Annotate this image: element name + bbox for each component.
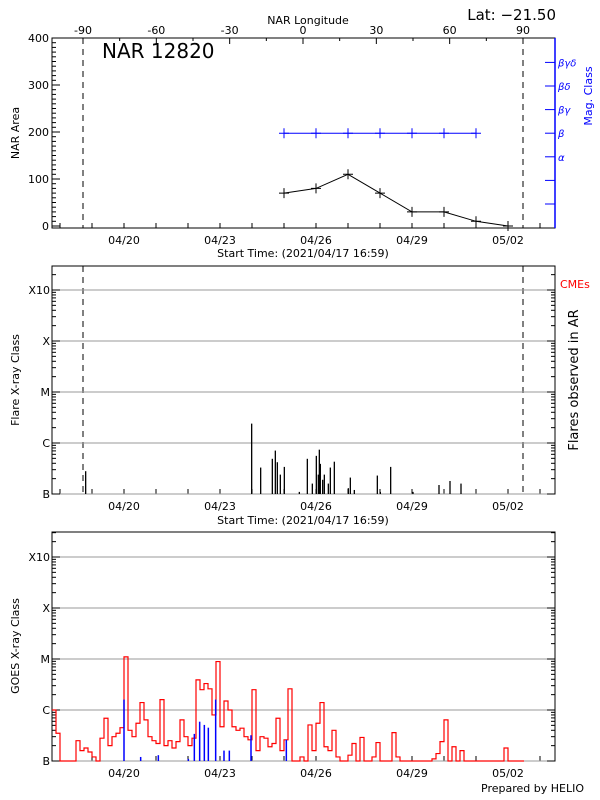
panel2-ylabel: Flare X-ray Class: [9, 334, 22, 426]
panel3-ylabel: GOES X-ray Class: [9, 598, 22, 694]
y-tick-label: 100: [28, 173, 49, 186]
nar-area-point: [343, 169, 353, 180]
mag-class-tick-label: β: [557, 129, 565, 140]
y-tick-label: 0: [42, 220, 49, 233]
mag-class-tick-label: βγδ: [557, 58, 576, 69]
latitude-label: Lat: −21.50: [467, 6, 556, 24]
mag-class-tick-label: βδ: [557, 82, 571, 93]
x-tick-label: 05/02: [492, 767, 524, 780]
y-tick-label: M: [41, 386, 51, 399]
x-tick-label: 05/02: [492, 234, 524, 247]
nar-area-line: [283, 173, 509, 227]
y-tick-label: C: [42, 704, 50, 717]
y-tick-label: X: [42, 335, 50, 348]
longitude-tick-label: -30: [221, 24, 239, 37]
y-tick-label: 400: [28, 32, 49, 45]
panel2-xlabel: Start Time: (2021/04/17 16:59): [217, 514, 389, 527]
panel1-xlabel: Start Time: (2021/04/17 16:59): [217, 247, 389, 260]
cme-legend: CMEs: [560, 278, 590, 291]
mag-class-tick-label: βγ: [557, 106, 571, 117]
x-tick-label: 04/29: [396, 500, 428, 513]
y-tick-label: X: [42, 602, 50, 615]
x-tick-label: 05/02: [492, 500, 524, 513]
panel1-y2label: Mag. Class: [582, 66, 595, 125]
x-tick-label: 04/26: [300, 767, 332, 780]
footer-credit: Prepared by HELIO: [481, 782, 584, 795]
panel1-ylabel: NAR Area: [9, 107, 22, 159]
y-tick-label: 200: [28, 126, 49, 139]
y-tick-label: 300: [28, 79, 49, 92]
longitude-tick-label: 90: [516, 24, 530, 37]
y-tick-label: B: [42, 755, 50, 768]
x-tick-label: 04/23: [204, 767, 236, 780]
panel2-y2label: Flares observed in AR: [567, 309, 582, 450]
mag-class-point: [407, 128, 417, 139]
nar-area-point: [407, 206, 417, 217]
mag-class-point: [279, 128, 289, 139]
mag-class-point: [343, 128, 353, 139]
y-tick-label: C: [42, 437, 50, 450]
x-tick-label: 04/23: [204, 234, 236, 247]
longitude-tick-label: -90: [74, 24, 92, 37]
x-tick-label: 04/20: [108, 500, 140, 513]
y-tick-label: B: [42, 488, 50, 501]
nar-area-point: [311, 183, 321, 194]
nar-area-point: [279, 188, 289, 199]
y-tick-label: M: [41, 653, 51, 666]
y-tick-label: X10: [28, 284, 50, 297]
y-tick-label: X10: [28, 551, 50, 564]
x-tick-label: 04/20: [108, 767, 140, 780]
x-tick-label: 04/23: [204, 500, 236, 513]
nar-area-point: [375, 188, 385, 199]
longitude-axis-title: NAR Longitude: [267, 14, 349, 27]
longitude-tick-label: 30: [369, 24, 383, 37]
mag-class-point: [311, 128, 321, 139]
nar-area-point: [439, 206, 449, 217]
x-tick-label: 04/26: [300, 234, 332, 247]
longitude-tick-label: 60: [443, 24, 457, 37]
x-tick-label: 04/26: [300, 500, 332, 513]
longitude-tick-label: -60: [147, 24, 165, 37]
mag-class-point: [439, 128, 449, 139]
mag-class-point: [471, 128, 481, 139]
goes-long-channel-curve: [52, 656, 524, 762]
nar-area-point: [471, 216, 481, 227]
nar-area-point: [503, 221, 513, 231]
mag-class-tick-label: α: [558, 153, 565, 164]
x-tick-label: 04/29: [396, 234, 428, 247]
mag-class-point: [375, 128, 385, 139]
region-label: NAR 12820: [102, 39, 215, 63]
x-tick-label: 04/20: [108, 234, 140, 247]
longitude-tick-label: 0: [300, 24, 307, 37]
x-tick-label: 04/29: [396, 767, 428, 780]
